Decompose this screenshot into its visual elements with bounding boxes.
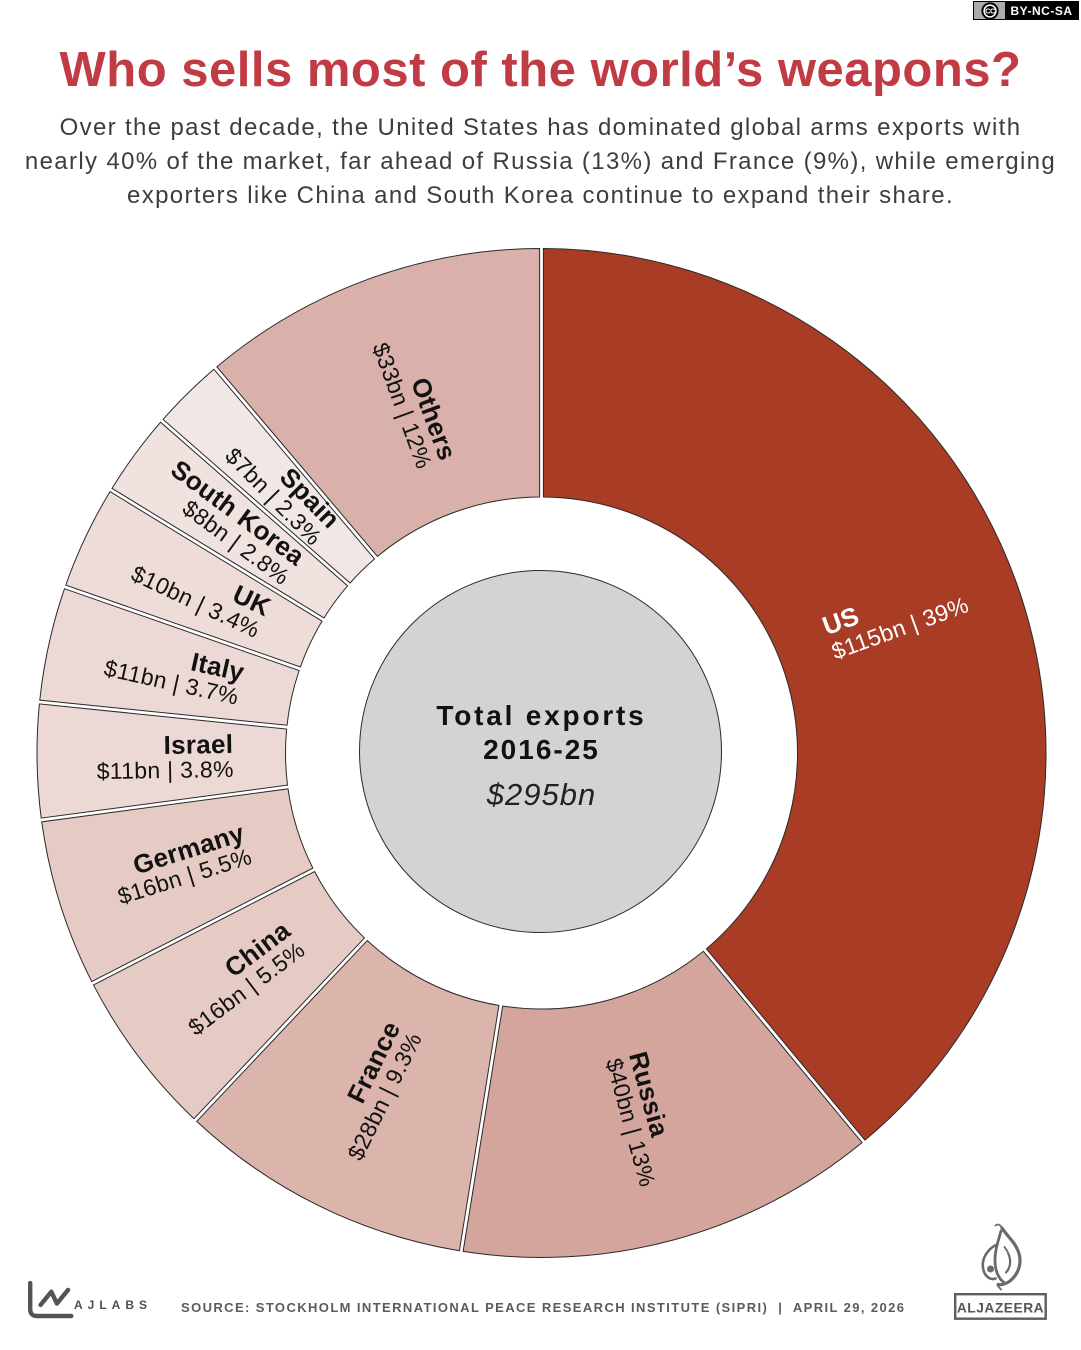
svg-text:CC: CC bbox=[985, 6, 996, 15]
svg-text:2016-25: 2016-25 bbox=[483, 734, 600, 765]
svg-text:Total exports: Total exports bbox=[436, 700, 646, 731]
svg-text:Israel: Israel bbox=[163, 729, 233, 760]
svg-text:$295bn: $295bn bbox=[486, 777, 596, 812]
svg-text:ALJAZEERA: ALJAZEERA bbox=[957, 1301, 1044, 1316]
svg-text:$11bn | 3.8%: $11bn | 3.8% bbox=[96, 756, 233, 784]
